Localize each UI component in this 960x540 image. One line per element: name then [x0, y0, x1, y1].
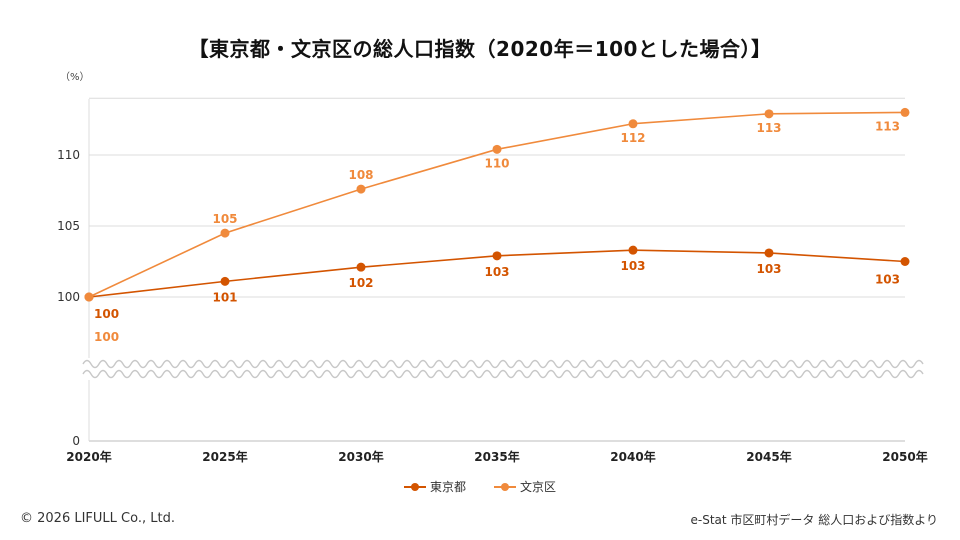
legend-label: 文京区 [520, 480, 557, 494]
line-chart: 0 100 105 110 2020年 2025年 2030年 2035年 2040年 2045年… [57, 97, 928, 464]
tick-labels: 0 100 105 110 2020年 2025年 2030年 2035年 2040年 2045年… [57, 148, 928, 464]
x-tick-label: 2025年 [202, 449, 247, 464]
data-point [628, 119, 638, 129]
data-label: 103 [484, 265, 509, 279]
data-point [220, 228, 230, 238]
data-point [764, 109, 774, 119]
data-label: 110 [484, 156, 509, 170]
axes [81, 99, 924, 442]
data-point [492, 144, 502, 154]
data-point [900, 257, 910, 266]
x-tick-label: 2020年 [66, 449, 111, 464]
data-label: 103 [756, 262, 781, 276]
source-note: e-Stat 市区町村データ 総人口および指数より [690, 513, 938, 527]
data-label: 101 [212, 290, 237, 304]
x-tick-label: 2030年 [338, 449, 383, 464]
data-label: 113 [875, 119, 900, 133]
data-label: 112 [620, 131, 645, 145]
legend: 東京都 文京区 [0, 478, 960, 495]
axis-break-wave-bottom [82, 369, 924, 379]
data-label: 102 [348, 276, 373, 290]
legend-item: 文京区 [494, 478, 556, 495]
legend-item: 東京都 [403, 478, 466, 495]
legend-swatch [403, 482, 426, 492]
data-label: 103 [620, 259, 645, 273]
data-labels: 100 101 102 103 103 103 103 100 105 108 110 112 113 1… [94, 119, 900, 344]
y-axis-unit: （%） [60, 72, 90, 83]
axis-break-wave-top [82, 359, 924, 369]
data-point [84, 292, 94, 302]
data-label: 100 [94, 330, 119, 344]
data-point [900, 107, 910, 117]
grid-lines [89, 97, 905, 298]
data-label: 103 [875, 273, 900, 287]
y-tick-label: 100 [57, 290, 80, 304]
data-label: 105 [212, 212, 237, 226]
y-tick-label: 0 [72, 434, 80, 448]
data-point [356, 184, 366, 194]
data-point [628, 245, 638, 255]
copyright: © 2026 LIFULL Co., Ltd. [20, 511, 175, 526]
data-point [220, 276, 230, 286]
legend-swatch [494, 482, 516, 492]
data-label: 113 [756, 121, 781, 135]
x-tick-label: 2040年 [610, 449, 655, 464]
data-label: 108 [348, 168, 373, 182]
series-layer [84, 107, 910, 302]
data-point [356, 262, 366, 272]
y-tick-label: 105 [57, 219, 80, 233]
data-point [764, 248, 774, 258]
x-tick-label: 2050年 [882, 449, 927, 464]
data-label: 100 [94, 307, 119, 321]
legend-label: 東京都 [429, 480, 466, 494]
chart-title: 【東京都・文京区の総人口指数（2020年＝100とした場合）】 [188, 37, 772, 61]
x-tick-label: 2045年 [746, 449, 791, 464]
data-point [492, 251, 502, 261]
x-tick-label: 2035年 [474, 449, 519, 464]
y-tick-label: 110 [57, 148, 80, 162]
